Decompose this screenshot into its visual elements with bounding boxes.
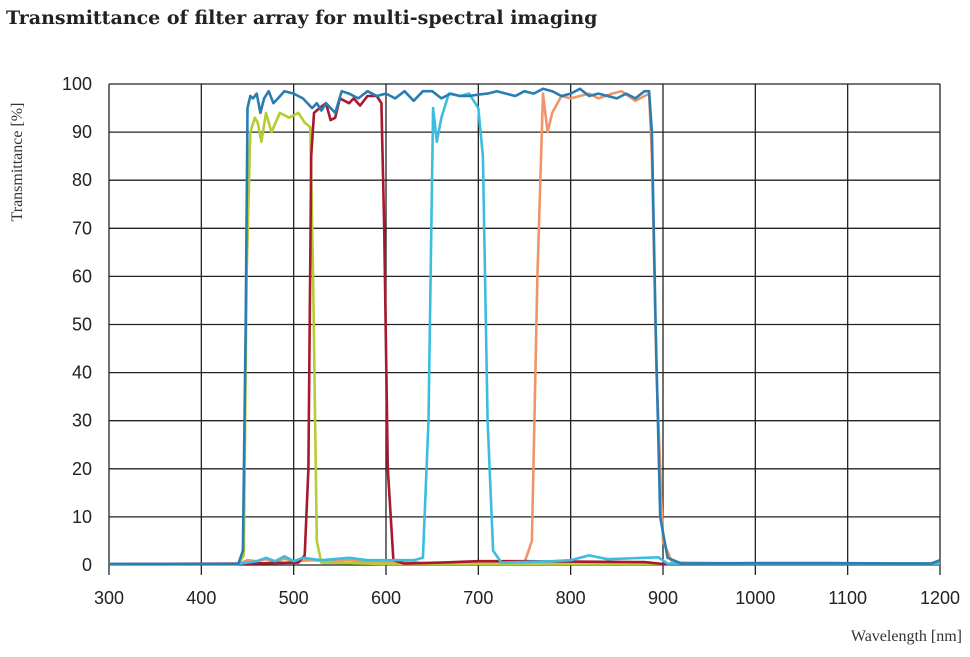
y-tick-label: 90 (72, 122, 92, 142)
x-tick-label: 900 (648, 588, 678, 608)
tick-labels: 0 10 20 30 40 50 60 70 80 90 100 300 400 500 600 700 800… (62, 74, 960, 608)
x-tick-label: 500 (279, 588, 309, 608)
y-tick-label: 100 (62, 74, 92, 94)
x-tick-label: 600 (371, 588, 401, 608)
y-tick-label: 40 (72, 363, 92, 383)
series-line-2 (108, 94, 940, 566)
x-tick-label: 400 (186, 588, 216, 608)
x-tick-label: 1200 (920, 588, 960, 608)
x-tick-label: 800 (556, 588, 586, 608)
y-axis-label: Transmittance [%] (9, 103, 26, 222)
y-tick-label: 30 (72, 411, 92, 431)
y-tick-label: 10 (72, 507, 92, 527)
series-group (108, 87, 941, 566)
grid (108, 83, 941, 575)
series-line-0 (109, 89, 940, 566)
series-line-4 (109, 87, 941, 566)
x-tick-label: 1000 (735, 588, 775, 608)
x-axis-label: Wavelength [nm] (851, 628, 962, 645)
y-tick-label: 80 (72, 170, 92, 190)
y-tick-label: 70 (72, 218, 92, 238)
x-tick-label: 300 (94, 588, 124, 608)
series-line-1 (109, 111, 940, 566)
x-tick-label: 1100 (828, 588, 867, 608)
y-tick-label: 60 (72, 266, 92, 286)
chart-title: Transmittance of filter array for multi-… (6, 7, 597, 29)
x-tick-label: 700 (463, 588, 493, 608)
y-tick-label: 50 (72, 315, 92, 335)
y-tick-label: 0 (82, 555, 92, 575)
series-line-3 (109, 92, 940, 566)
y-tick-label: 20 (72, 459, 92, 479)
